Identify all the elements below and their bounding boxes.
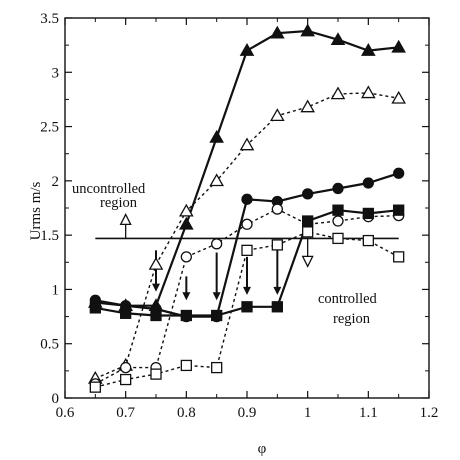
x-tick-label-3: 0.9: [238, 405, 257, 421]
series-4-point-3: [180, 309, 192, 322]
uncontrolled-arrow-head: [119, 212, 132, 226]
series-3-point-5: [241, 218, 253, 230]
drop-arrow-head-2: [212, 292, 221, 301]
series-5-point-5: [241, 244, 253, 256]
x-tick-label-0: 0.6: [56, 405, 75, 421]
series-1-point-3: [179, 203, 194, 217]
x-tick-label-4: 1: [304, 405, 312, 421]
series-5-point-4: [211, 361, 223, 374]
series-5-point-2: [150, 368, 162, 380]
series-5-point-1: [120, 373, 132, 386]
series-4-point-2: [150, 309, 162, 322]
series-4-point-6: [271, 301, 283, 313]
x-tick-label-1: 0.7: [116, 405, 135, 421]
series-5-point-6: [271, 239, 283, 251]
x-tick-label-2: 0.8: [177, 405, 196, 421]
y-tick-label-4: 2: [52, 174, 60, 190]
series-4-point-8: [332, 204, 344, 216]
y-tick-label-2: 1: [52, 282, 60, 298]
series-4-point-0: [89, 302, 101, 314]
series-2-point-10: [393, 167, 405, 179]
series-4-point-10: [393, 204, 405, 216]
controlled-arrow-head: [301, 255, 314, 268]
series-5-point-7: [302, 226, 314, 238]
x-tick-label-6: 1.2: [420, 405, 439, 421]
series-3-point-3: [180, 251, 192, 263]
series-1-point-2: [148, 256, 164, 270]
uncontrolled-label-line-1: region: [100, 195, 138, 211]
series-0-point-8: [330, 32, 346, 46]
y-tick-label-6: 3: [52, 65, 60, 81]
drop-arrows: [152, 243, 282, 301]
y-axis-label: Urms m/s: [28, 181, 44, 240]
series-0-point-6: [270, 25, 285, 39]
series-markers: [88, 23, 406, 393]
series-1-point-9: [361, 85, 376, 99]
series-3-point-6: [271, 203, 283, 215]
x-tick-label-5: 1.1: [359, 405, 378, 421]
series-4-point-5: [241, 301, 253, 313]
controlled-label-line-0: controlled: [318, 291, 378, 307]
series-2-point-8: [332, 182, 344, 195]
series-1-point-5: [239, 137, 255, 151]
series-lines: [94, 29, 400, 388]
drop-arrow-head-4: [273, 286, 282, 295]
y-tick-label-3: 1.5: [40, 228, 59, 244]
series-2-point-7: [302, 188, 314, 200]
series-2-point-5: [241, 193, 253, 205]
controlled-label-line-1: region: [333, 311, 371, 327]
y-tick-label-0: 0: [52, 391, 60, 407]
series-1-point-10: [391, 90, 406, 104]
series-0-point-9: [361, 43, 376, 56]
drop-arrow-head-0: [152, 283, 160, 292]
series-2-point-9: [362, 177, 374, 189]
y-tick-label-7: 3.5: [40, 11, 59, 27]
series-1-point-8: [330, 86, 346, 100]
series-5-point-8: [332, 232, 344, 245]
series-4-point-4: [211, 309, 223, 322]
series-4-point-1: [120, 307, 132, 319]
series-1-line: [95, 92, 399, 380]
series-5-point-10: [393, 251, 405, 263]
series-0-point-3: [179, 216, 194, 230]
series-5-point-0: [89, 381, 101, 393]
y-tick-label-1: 0.5: [40, 337, 59, 353]
series-1-point-4: [209, 173, 224, 187]
drop-arrow-head-3: [243, 286, 251, 295]
series-1-point-6: [270, 108, 285, 122]
series-0-point-7: [300, 23, 315, 37]
series-4-point-7: [302, 215, 314, 227]
drop-arrow-head-1: [182, 292, 191, 301]
series-4-point-9: [362, 207, 374, 220]
series-5-point-9: [362, 234, 374, 247]
x-axis-label: φ: [258, 441, 267, 457]
axis-labels: φ Urms m/s: [28, 181, 267, 457]
uncontrolled-label-line-0: uncontrolled: [72, 181, 146, 197]
axis-ticks: 0.6 0.7 0.8 0.9 1 1.1 1.2 0 0.5 1 1.5 2 2.5 3 3.5: [40, 11, 438, 421]
series-0-point-10: [391, 39, 406, 53]
y-tick-label-5: 2.5: [40, 120, 59, 136]
series-0-point-4: [209, 129, 224, 143]
series-1-point-7: [300, 99, 315, 113]
series-5-point-3: [180, 359, 192, 372]
series-3-point-8: [332, 215, 344, 227]
series-3-point-4: [211, 238, 223, 250]
series-3-point-1: [120, 361, 132, 374]
series-0-point-5: [239, 43, 255, 56]
